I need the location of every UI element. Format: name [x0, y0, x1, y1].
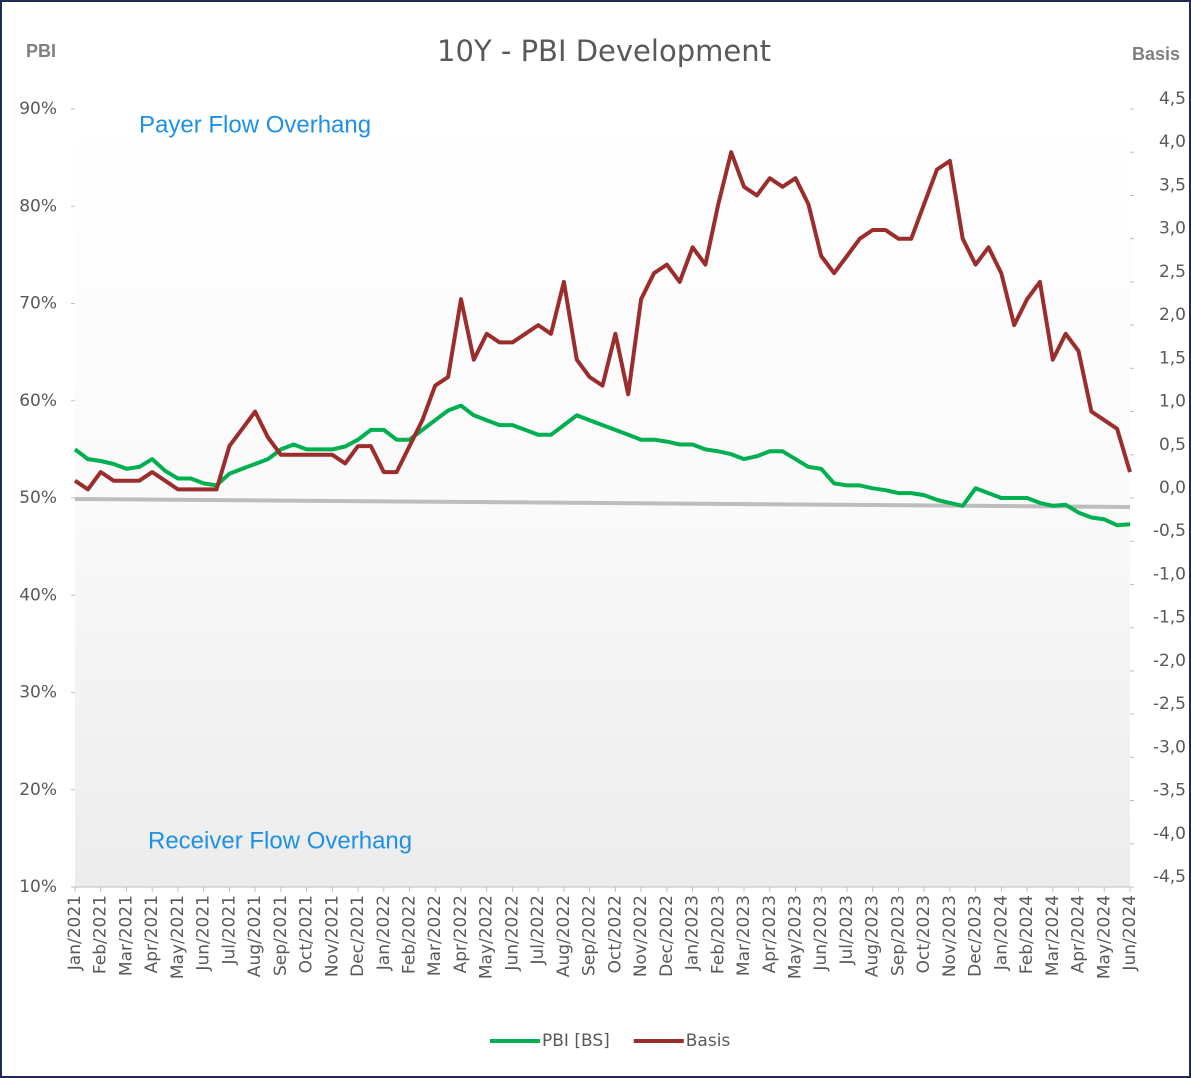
y-tick-label: 10% — [19, 877, 57, 897]
y-tick-label: 20% — [19, 780, 57, 800]
y2-tick-label: -2,5 — [1153, 694, 1186, 714]
x-tick-label: May/2021 — [168, 895, 188, 979]
x-tick-label: Aug/2021 — [245, 895, 265, 977]
x-tick-label: Oct/2023 — [914, 895, 934, 973]
y2-tick-label: 4,5 — [1159, 89, 1186, 109]
x-tick-label: Mar/2023 — [734, 895, 754, 976]
y-tick-label: 70% — [19, 294, 57, 314]
x-tick-label: Apr/2022 — [451, 895, 471, 973]
y2-tick-label: 4,0 — [1159, 132, 1186, 152]
y2-tick-label: 2,0 — [1159, 305, 1186, 325]
y2-tick-label: -3,0 — [1153, 737, 1186, 757]
y-tick-label: 50% — [19, 488, 57, 508]
x-tick-label: Apr/2021 — [142, 895, 162, 973]
x-tick-label: Jan/2023 — [683, 895, 703, 971]
annotation: Receiver Flow Overhang — [148, 827, 412, 854]
x-tick-label: Jul/2023 — [837, 895, 857, 966]
y2-tick-label: -4,5 — [1153, 867, 1186, 887]
x-tick-label: Aug/2023 — [863, 895, 883, 977]
y2-tick-label: -0,5 — [1153, 521, 1186, 541]
y2-tick-label: -3,5 — [1153, 781, 1186, 801]
y2-axis-label: Basis — [1132, 44, 1180, 64]
series-line — [73, 150, 1132, 492]
y-tick-label: 30% — [19, 683, 57, 703]
x-tick-label: Aug/2022 — [554, 895, 574, 977]
x-tick-label: Mar/2021 — [116, 895, 136, 976]
x-tick-label: Oct/2022 — [605, 895, 625, 973]
y2-tick-label: -1,0 — [1153, 564, 1186, 584]
y-tick-label: 80% — [19, 196, 57, 216]
y-tick-label: 40% — [19, 585, 57, 605]
x-tick-label: Jun/2023 — [811, 895, 831, 972]
x-tick-label: Nov/2023 — [940, 895, 960, 977]
plot-background — [75, 109, 1130, 887]
x-tick-label: Apr/2024 — [1069, 895, 1089, 973]
y2-tick-label: 2,5 — [1159, 262, 1186, 282]
x-tick-label: Mar/2022 — [425, 895, 445, 976]
legend-label: PBI [BS] — [542, 1031, 610, 1051]
x-tick-label: Nov/2021 — [322, 895, 342, 977]
x-tick-label: Jun/2024 — [1120, 895, 1140, 972]
x-tick-label: Feb/2021 — [91, 895, 111, 974]
x-tick-label: Jan/2022 — [374, 895, 394, 971]
x-tick-label: Jul/2021 — [219, 895, 239, 966]
x-tick-label: Sep/2022 — [580, 895, 600, 976]
x-tick-label: Dec/2023 — [966, 895, 986, 977]
y-tick-label: 90% — [19, 99, 57, 119]
x-tick-label: Oct/2021 — [297, 895, 317, 973]
x-tick-label: Apr/2023 — [760, 895, 780, 973]
x-tick-label: Feb/2023 — [708, 895, 728, 974]
x-tick-label: Dec/2021 — [348, 895, 368, 977]
legend-label: Basis — [686, 1031, 731, 1051]
x-tick-label: Feb/2022 — [400, 895, 420, 974]
x-tick-label: Feb/2024 — [1017, 895, 1037, 974]
x-tick-label: May/2023 — [785, 895, 805, 979]
y2-tick-label: -4,0 — [1153, 824, 1186, 844]
y-axis-label: PBI — [26, 41, 56, 61]
x-tick-label: Jun/2021 — [194, 895, 214, 972]
y2-tick-label: -2,0 — [1153, 651, 1186, 671]
y2-tick-label: 3,5 — [1159, 175, 1186, 195]
y2-tick-label: -1,5 — [1153, 608, 1186, 628]
y-tick-label: 60% — [19, 391, 57, 411]
x-tick-label: Jul/2022 — [528, 895, 548, 966]
annotation: Payer Flow Overhang — [139, 111, 371, 138]
y2-tick-label: 1,5 — [1159, 348, 1186, 368]
x-tick-label: Jan/2021 — [65, 895, 85, 971]
chart-title: 10Y - PBI Development — [437, 34, 771, 68]
y2-tick-label: 1,0 — [1159, 392, 1186, 412]
x-tick-label: Jan/2024 — [991, 895, 1011, 971]
y2-tick-label: 3,0 — [1159, 219, 1186, 239]
x-tick-label: Sep/2021 — [271, 895, 291, 976]
x-tick-label: May/2024 — [1094, 895, 1114, 979]
x-tick-label: Jun/2022 — [502, 895, 522, 972]
x-tick-label: Nov/2022 — [631, 895, 651, 977]
y2-tick-label: 0,0 — [1159, 478, 1186, 498]
x-tick-label: May/2022 — [477, 895, 497, 979]
x-tick-label: Sep/2023 — [888, 895, 908, 976]
x-tick-label: Mar/2024 — [1043, 895, 1063, 976]
series-line — [73, 403, 1131, 528]
y2-tick-label: 0,5 — [1159, 435, 1186, 455]
x-tick-label: Dec/2022 — [657, 895, 677, 977]
